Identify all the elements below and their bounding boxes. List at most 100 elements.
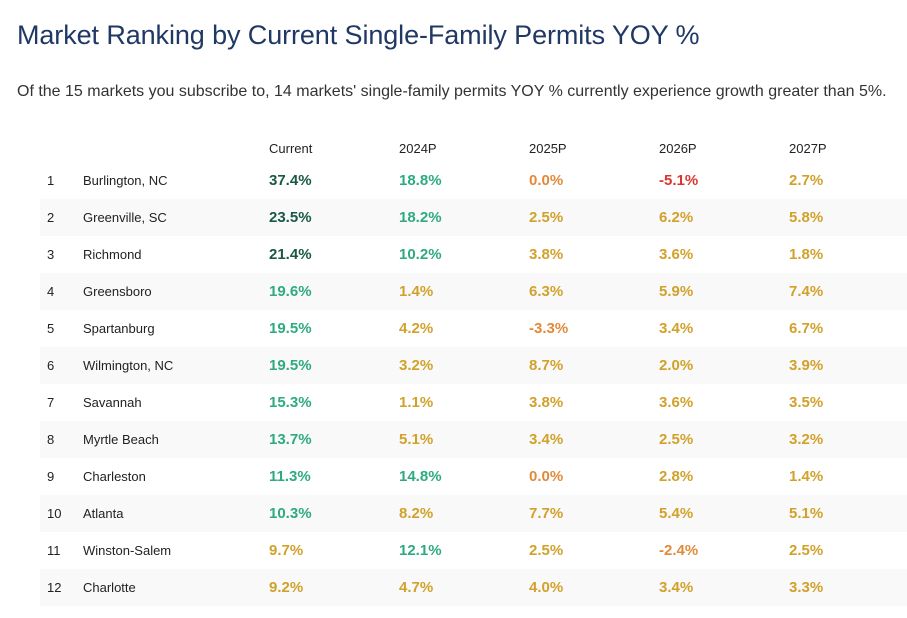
table-row: 3 Richmond 21.4% 10.2% 3.8% 3.6% 1.8% xyxy=(40,236,907,273)
table-body: 1 Burlington, NC 37.4% 18.8% 0.0% -5.1% 2.7% 2 G… xyxy=(40,162,907,606)
table-row: 2 Greenville, SC 23.5% 18.2% 2.5% 6.2% 5.8% xyxy=(40,199,907,236)
value-2024p: 4.2% xyxy=(399,310,433,347)
value-2027p: 3.2% xyxy=(789,421,823,458)
value-2025p: 7.7% xyxy=(529,495,563,532)
value-2026p-text: 2.5% xyxy=(659,431,694,448)
value-2026p: 5.4% xyxy=(659,495,693,532)
current-value: 13.7% xyxy=(269,421,312,458)
table-row: 11 Winston-Salem 9.7% 12.1% 2.5% -2.4% 2.5% xyxy=(40,532,907,569)
value-2027p-text: 2.7% xyxy=(789,172,824,189)
header-2025p: 2025P xyxy=(529,141,567,156)
table-row: 9 Charleston 11.3% 14.8% 0.0% 2.8% 1.4% xyxy=(40,458,907,495)
current-value-text: 10.3% xyxy=(269,505,312,522)
value-2026p: 2.0% xyxy=(659,347,693,384)
current-value: 23.5% xyxy=(269,199,312,236)
value-2025p-text: -3.3% xyxy=(529,320,569,337)
rank-cell: 9 xyxy=(47,469,55,484)
value-2027p-text: 7.4% xyxy=(789,283,824,300)
header-current: Current xyxy=(269,141,313,156)
market-name: Savannah xyxy=(83,395,142,410)
value-2025p: 0.0% xyxy=(529,162,563,199)
rank-cell: 1 xyxy=(47,173,55,188)
value-2026p: 3.6% xyxy=(659,384,693,421)
value-2027p: 3.3% xyxy=(789,569,823,606)
current-value: 19.5% xyxy=(269,310,312,347)
value-2025p-text: 2.5% xyxy=(529,542,564,559)
value-2024p: 5.1% xyxy=(399,421,433,458)
value-2027p-text: 6.7% xyxy=(789,320,824,337)
value-2027p: 2.7% xyxy=(789,162,823,199)
value-2026p: 6.2% xyxy=(659,199,693,236)
rank-cell: 12 xyxy=(47,580,62,595)
table-row: 12 Charlotte 9.2% 4.7% 4.0% 3.4% 3.3% xyxy=(40,569,907,606)
current-value-text: 19.6% xyxy=(269,283,312,300)
value-2024p-text: 3.2% xyxy=(399,357,434,374)
page-subtitle: Of the 15 markets you subscribe to, 14 m… xyxy=(17,83,887,100)
value-2025p-text: 3.4% xyxy=(529,431,564,448)
value-2027p: 5.1% xyxy=(789,495,823,532)
rank-cell: 6 xyxy=(47,358,55,373)
value-2024p-text: 18.2% xyxy=(399,209,442,226)
header-2027p: 2027P xyxy=(789,141,827,156)
table-header-row: Current 2024P 2025P 2026P 2027P xyxy=(40,138,907,162)
market-name: Burlington, NC xyxy=(83,173,168,188)
value-2025p-text: 4.0% xyxy=(529,579,564,596)
value-2025p: 2.5% xyxy=(529,199,563,236)
value-2026p-text: 5.4% xyxy=(659,505,694,522)
value-2024p-text: 8.2% xyxy=(399,505,434,522)
rank-cell: 8 xyxy=(47,432,55,447)
value-2027p: 5.8% xyxy=(789,199,823,236)
value-2025p-text: 2.5% xyxy=(529,209,564,226)
value-2025p-text: 3.8% xyxy=(529,246,564,263)
rank-cell: 10 xyxy=(47,506,62,521)
value-2027p-text: 3.9% xyxy=(789,357,824,374)
value-2024p: 8.2% xyxy=(399,495,433,532)
value-2025p: 3.8% xyxy=(529,236,563,273)
value-2024p: 3.2% xyxy=(399,347,433,384)
value-2027p: 3.9% xyxy=(789,347,823,384)
market-name: Charlotte xyxy=(83,580,136,595)
value-2024p: 1.4% xyxy=(399,273,433,310)
table-row: 6 Wilmington, NC 19.5% 3.2% 8.7% 2.0% 3.9% xyxy=(40,347,907,384)
value-2024p: 18.8% xyxy=(399,162,442,199)
rank-cell: 4 xyxy=(47,284,55,299)
header-2026p: 2026P xyxy=(659,141,697,156)
value-2027p: 1.8% xyxy=(789,236,823,273)
rank-cell: 7 xyxy=(47,395,55,410)
value-2027p-text: 3.5% xyxy=(789,394,824,411)
value-2026p: -5.1% xyxy=(659,162,698,199)
current-value: 19.5% xyxy=(269,347,312,384)
value-2026p-text: 3.6% xyxy=(659,394,694,411)
value-2024p-text: 4.2% xyxy=(399,320,434,337)
value-2026p-text: 2.8% xyxy=(659,468,694,485)
value-2025p-text: 7.7% xyxy=(529,505,564,522)
table-row: 10 Atlanta 10.3% 8.2% 7.7% 5.4% 5.1% xyxy=(40,495,907,532)
value-2026p-text: 3.4% xyxy=(659,579,694,596)
value-2024p: 18.2% xyxy=(399,199,442,236)
rank-cell: 11 xyxy=(47,543,61,558)
value-2024p-text: 1.1% xyxy=(399,394,434,411)
current-value: 21.4% xyxy=(269,236,312,273)
value-2026p: 3.6% xyxy=(659,236,693,273)
current-value-text: 9.7% xyxy=(269,542,304,559)
current-value-text: 19.5% xyxy=(269,320,312,337)
current-value-text: 37.4% xyxy=(269,172,312,189)
current-value-text: 23.5% xyxy=(269,209,312,226)
value-2026p: 5.9% xyxy=(659,273,693,310)
market-name: Charleston xyxy=(83,469,146,484)
value-2026p: 3.4% xyxy=(659,569,693,606)
value-2025p: 0.0% xyxy=(529,458,563,495)
current-value: 11.3% xyxy=(269,458,311,495)
current-value: 9.2% xyxy=(269,569,303,606)
market-name: Richmond xyxy=(83,247,142,262)
value-2025p: -3.3% xyxy=(529,310,568,347)
value-2025p: 2.5% xyxy=(529,532,563,569)
value-2027p: 3.5% xyxy=(789,384,823,421)
current-value: 15.3% xyxy=(269,384,312,421)
table-row: 4 Greensboro 19.6% 1.4% 6.3% 5.9% 7.4% xyxy=(40,273,907,310)
header-2024p: 2024P xyxy=(399,141,437,156)
value-2025p-text: 8.7% xyxy=(529,357,564,374)
value-2027p: 2.5% xyxy=(789,532,823,569)
value-2026p: 3.4% xyxy=(659,310,693,347)
value-2026p-text: -5.1% xyxy=(659,172,699,189)
